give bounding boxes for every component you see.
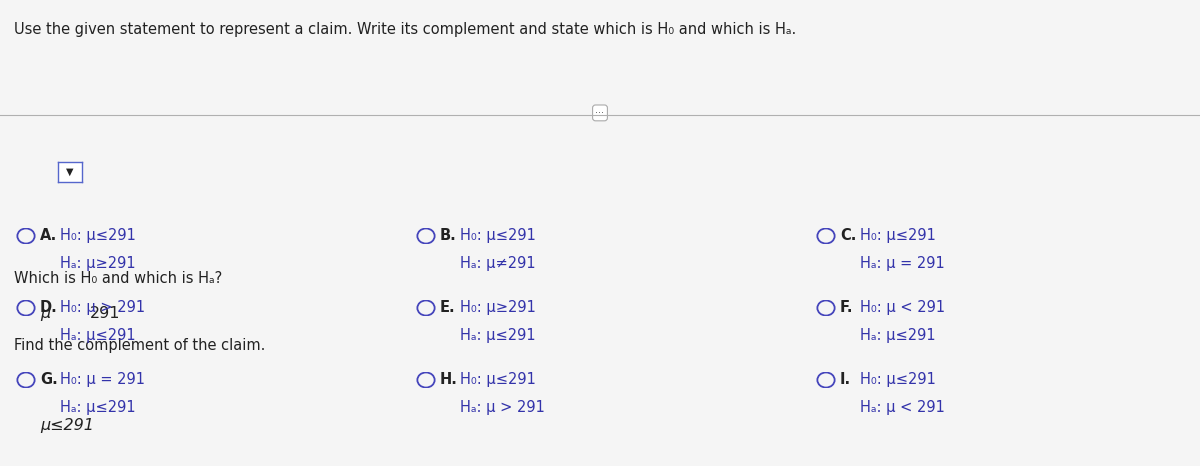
Text: H₀: μ > 291: H₀: μ > 291 <box>60 300 145 315</box>
Text: Hₐ: μ≠291: Hₐ: μ≠291 <box>460 256 535 271</box>
Text: C.: C. <box>840 228 857 243</box>
Text: H₀: μ = 291: H₀: μ = 291 <box>60 372 145 387</box>
Text: Which is H₀ and which is Hₐ?: Which is H₀ and which is Hₐ? <box>14 271 222 286</box>
Text: ▼: ▼ <box>66 167 73 177</box>
Text: Hₐ: μ≤291: Hₐ: μ≤291 <box>860 328 936 343</box>
Text: Hₐ: μ≤291: Hₐ: μ≤291 <box>60 400 136 415</box>
Text: Hₐ: μ≤291: Hₐ: μ≤291 <box>60 328 136 343</box>
Text: Hₐ: μ > 291: Hₐ: μ > 291 <box>460 400 545 415</box>
Text: B.: B. <box>440 228 457 243</box>
Text: ···: ··· <box>595 108 605 118</box>
Text: μ≤291: μ≤291 <box>40 418 94 433</box>
Text: A.: A. <box>40 228 58 243</box>
Text: H.: H. <box>440 372 458 387</box>
Text: μ: μ <box>40 306 50 321</box>
Text: H₀: μ≤291: H₀: μ≤291 <box>860 228 936 243</box>
Text: H₀: μ < 291: H₀: μ < 291 <box>860 300 946 315</box>
Text: Hₐ: μ = 291: Hₐ: μ = 291 <box>860 256 944 271</box>
Text: G.: G. <box>40 372 58 387</box>
Text: E.: E. <box>440 300 456 315</box>
Text: Find the complement of the claim.: Find the complement of the claim. <box>14 338 265 353</box>
Text: I.: I. <box>840 372 851 387</box>
Text: Hₐ: μ < 291: Hₐ: μ < 291 <box>860 400 944 415</box>
Text: Hₐ: μ≥291: Hₐ: μ≥291 <box>60 256 136 271</box>
Text: H₀: μ≥291: H₀: μ≥291 <box>460 300 536 315</box>
Text: D.: D. <box>40 300 58 315</box>
Text: 291: 291 <box>90 306 120 321</box>
Text: H₀: μ≤291: H₀: μ≤291 <box>860 372 936 387</box>
Text: F.: F. <box>840 300 853 315</box>
Text: Hₐ: μ≤291: Hₐ: μ≤291 <box>460 328 535 343</box>
Text: Use the given statement to represent a claim. Write its complement and state whi: Use the given statement to represent a c… <box>14 22 797 37</box>
Text: H₀: μ≤291: H₀: μ≤291 <box>460 228 536 243</box>
Text: H₀: μ≤291: H₀: μ≤291 <box>60 228 136 243</box>
Text: H₀: μ≤291: H₀: μ≤291 <box>460 372 536 387</box>
